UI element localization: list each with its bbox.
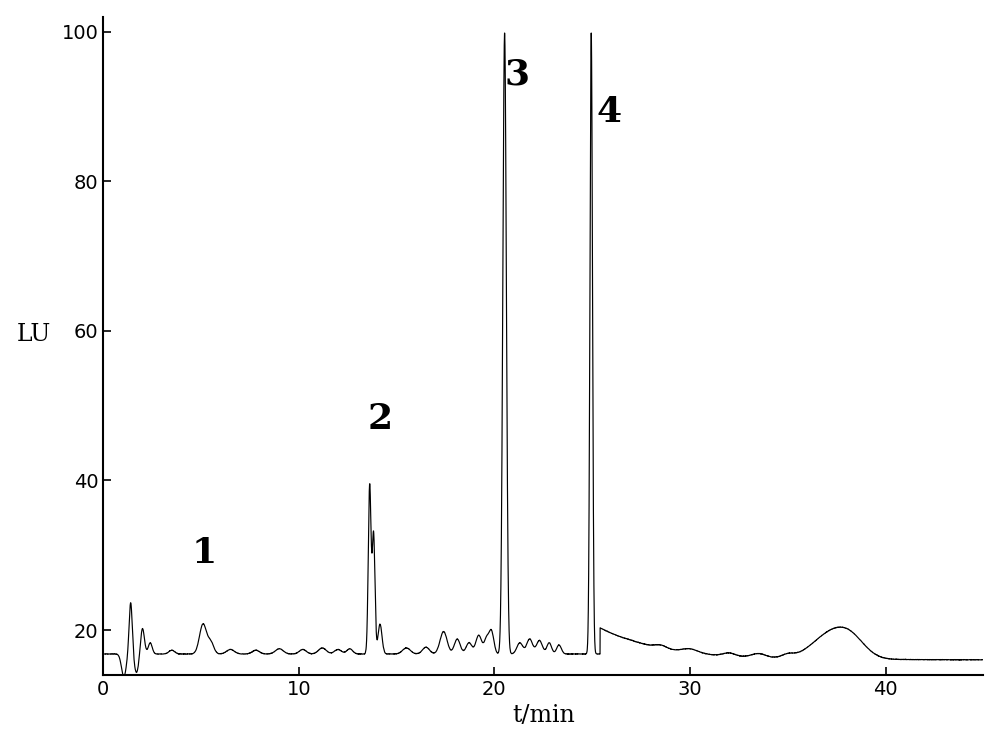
Text: 2: 2	[367, 402, 392, 435]
Y-axis label: LU: LU	[17, 323, 51, 346]
Text: 4: 4	[596, 95, 621, 129]
X-axis label: t/min: t/min	[512, 705, 575, 728]
Text: 1: 1	[191, 536, 217, 570]
Text: 3: 3	[504, 57, 529, 92]
